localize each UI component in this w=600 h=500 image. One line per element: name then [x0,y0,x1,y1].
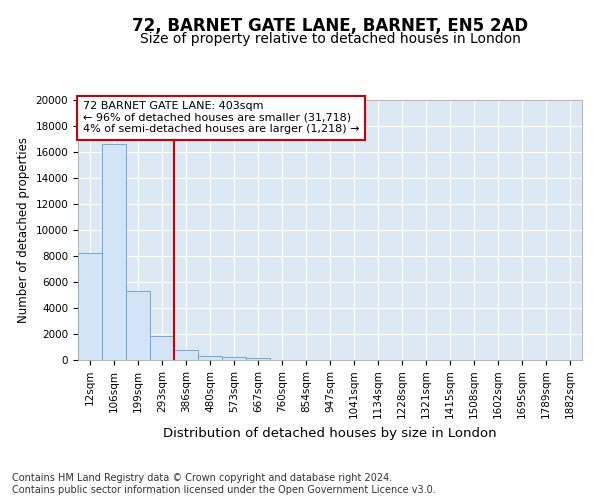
Bar [150,336,174,360]
Bar [246,358,270,360]
Y-axis label: Number of detached properties: Number of detached properties [17,137,30,323]
Bar [198,356,222,360]
Bar [174,350,198,360]
Text: Size of property relative to detached houses in London: Size of property relative to detached ho… [140,32,520,46]
Text: 72, BARNET GATE LANE, BARNET, EN5 2AD: 72, BARNET GATE LANE, BARNET, EN5 2AD [132,18,528,36]
X-axis label: Distribution of detached houses by size in London: Distribution of detached houses by size … [163,427,497,440]
Text: Contains HM Land Registry data © Crown copyright and database right 2024.
Contai: Contains HM Land Registry data © Crown c… [12,474,436,495]
Text: 72 BARNET GATE LANE: 403sqm
← 96% of detached houses are smaller (31,718)
4% of : 72 BARNET GATE LANE: 403sqm ← 96% of det… [83,102,359,134]
Bar [78,254,102,360]
Bar [222,357,246,360]
Bar [102,144,126,360]
Bar [126,291,150,360]
